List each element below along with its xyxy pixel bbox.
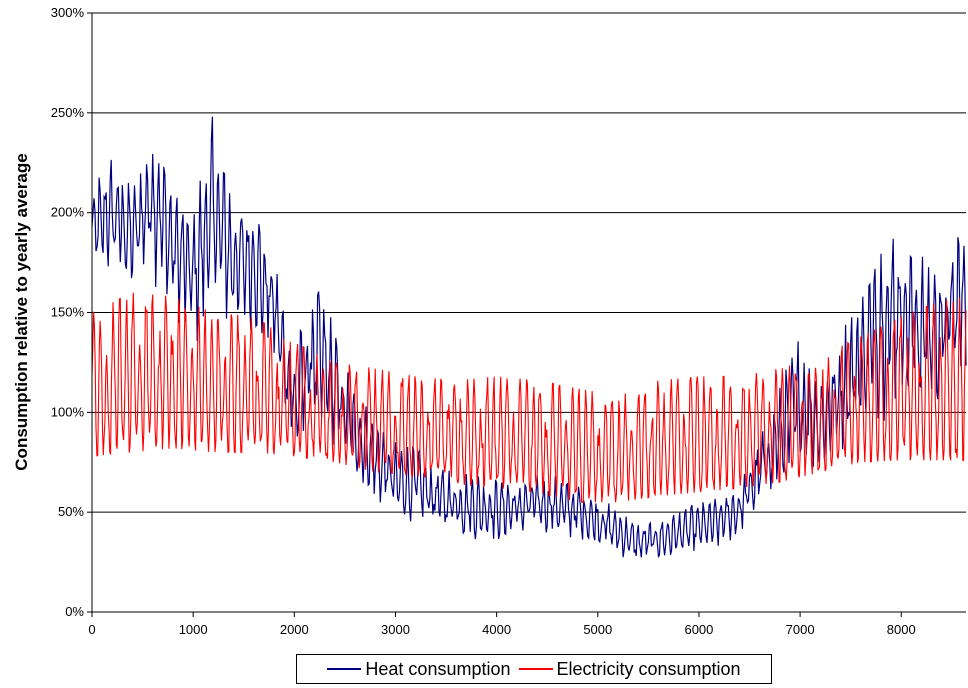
x-tick-label: 6000 <box>684 622 713 637</box>
x-tick-labels: 0 1000 2000 3000 4000 5000 6000 7000 8000 <box>88 612 915 637</box>
x-tick-label: 0 <box>88 622 95 637</box>
y-tick-label: 0% <box>65 604 84 619</box>
x-tick-label: 8000 <box>887 622 916 637</box>
x-tick-label: 7000 <box>786 622 815 637</box>
y-tick-label: 200% <box>51 205 85 220</box>
y-tick-label: 100% <box>51 404 85 419</box>
x-tick-label: 4000 <box>482 622 511 637</box>
y-tick-label: 300% <box>51 5 85 20</box>
y-tick-label: 250% <box>51 105 85 120</box>
legend-swatch-electricity <box>519 668 553 670</box>
legend-item-electricity: Electricity consumption <box>519 659 741 680</box>
legend: Heat consumption Electricity consumption <box>296 654 772 684</box>
y-axis-label: Consumption relative to yearly average <box>12 153 31 470</box>
legend-item-heat: Heat consumption <box>327 659 510 680</box>
x-tick-label: 1000 <box>179 622 208 637</box>
x-tick-label: 3000 <box>381 622 410 637</box>
x-tick-label: 2000 <box>280 622 309 637</box>
x-tick-label: 5000 <box>583 622 612 637</box>
legend-label-heat: Heat consumption <box>365 659 510 680</box>
y-tick-label: 50% <box>58 504 84 519</box>
y-tick-label: 150% <box>51 305 85 320</box>
legend-label-electricity: Electricity consumption <box>557 659 741 680</box>
legend-swatch-heat <box>327 668 361 670</box>
y-tick-labels: 0% 50% 100% 150% 200% 250% 300% <box>51 5 92 619</box>
